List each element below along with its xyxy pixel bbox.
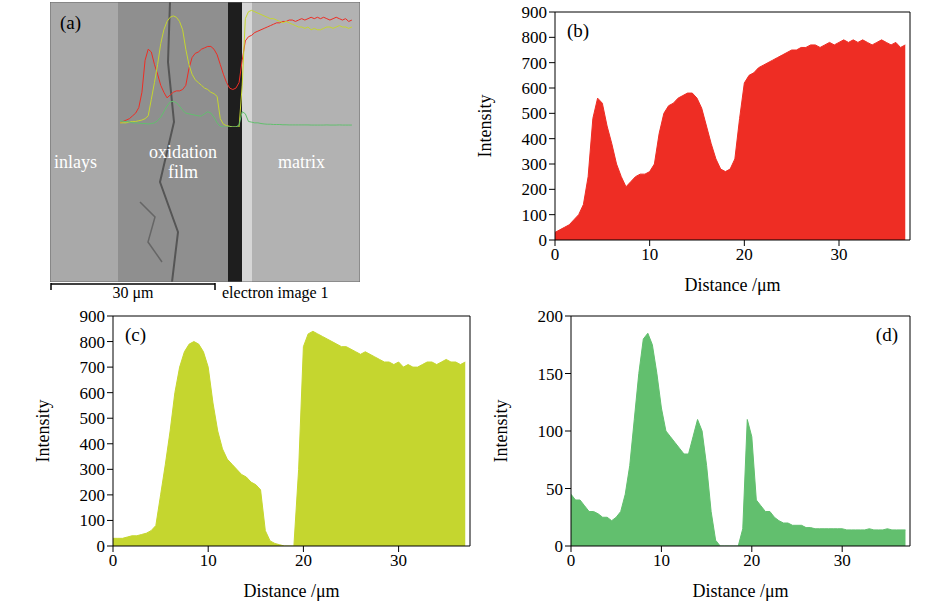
svg-text:600: 600 (522, 79, 548, 98)
svg-text:10: 10 (641, 245, 658, 264)
html-text:30 μm: 30 μm (112, 284, 154, 301)
svg-text:Distance /μm: Distance /μm (684, 275, 780, 295)
svg-text:900: 900 (80, 307, 106, 326)
svg-text:400: 400 (80, 435, 106, 454)
svg-text:600: 600 (80, 384, 106, 403)
svg-text:800: 800 (522, 28, 548, 47)
html-text:inlays: inlays (54, 152, 97, 172)
svg-text:150: 150 (538, 365, 564, 384)
html-text:(d): (d) (875, 324, 898, 345)
svg-text:200: 200 (80, 486, 106, 505)
svg-text:10: 10 (653, 551, 670, 570)
svg-text:700: 700 (80, 358, 106, 377)
svg-text:300: 300 (80, 460, 106, 479)
svg-text:500: 500 (80, 409, 106, 428)
svg-text:10: 10 (200, 551, 217, 570)
svg-text:400: 400 (522, 130, 548, 149)
svg-text:0: 0 (551, 245, 560, 264)
svg-text:800: 800 (80, 333, 106, 352)
svg-text:Distance /μm: Distance /μm (692, 581, 788, 601)
svg-text:500: 500 (522, 104, 548, 123)
svg-text:100: 100 (522, 206, 548, 225)
html-text:(b): (b) (567, 20, 590, 41)
svg-text:0: 0 (109, 551, 118, 570)
svg-text:0: 0 (555, 537, 564, 556)
svg-text:100: 100 (538, 422, 564, 441)
html-text:matrix: matrix (278, 152, 325, 172)
svg-text:30: 30 (834, 551, 851, 570)
html-text:(a): (a) (60, 12, 82, 33)
svg-text:20: 20 (736, 245, 753, 264)
svg-text:30: 30 (831, 245, 848, 264)
svg-text:50: 50 (546, 480, 563, 499)
html-text:(c): (c) (125, 324, 147, 345)
svg-text:0: 0 (567, 551, 576, 570)
html-text:oxidation film: oxidation film (149, 142, 217, 182)
svg-text:20: 20 (295, 551, 312, 570)
svg-text:100: 100 (80, 511, 106, 530)
svg-text:0: 0 (97, 537, 106, 556)
svg-text:0: 0 (539, 231, 548, 250)
html-text:electron image 1: electron image 1 (222, 284, 329, 301)
svg-text:200: 200 (538, 307, 564, 326)
svg-text:Intensity: Intensity (491, 400, 511, 463)
svg-text:200: 200 (522, 180, 548, 199)
svg-text:Intensity: Intensity (475, 95, 495, 158)
svg-text:900: 900 (522, 3, 548, 22)
svg-text:20: 20 (743, 551, 760, 570)
svg-text:30: 30 (390, 551, 407, 570)
svg-text:Intensity: Intensity (33, 400, 53, 463)
svg-text:Distance /μm: Distance /μm (243, 581, 339, 601)
svg-text:700: 700 (522, 54, 548, 73)
svg-text:300: 300 (522, 155, 548, 174)
